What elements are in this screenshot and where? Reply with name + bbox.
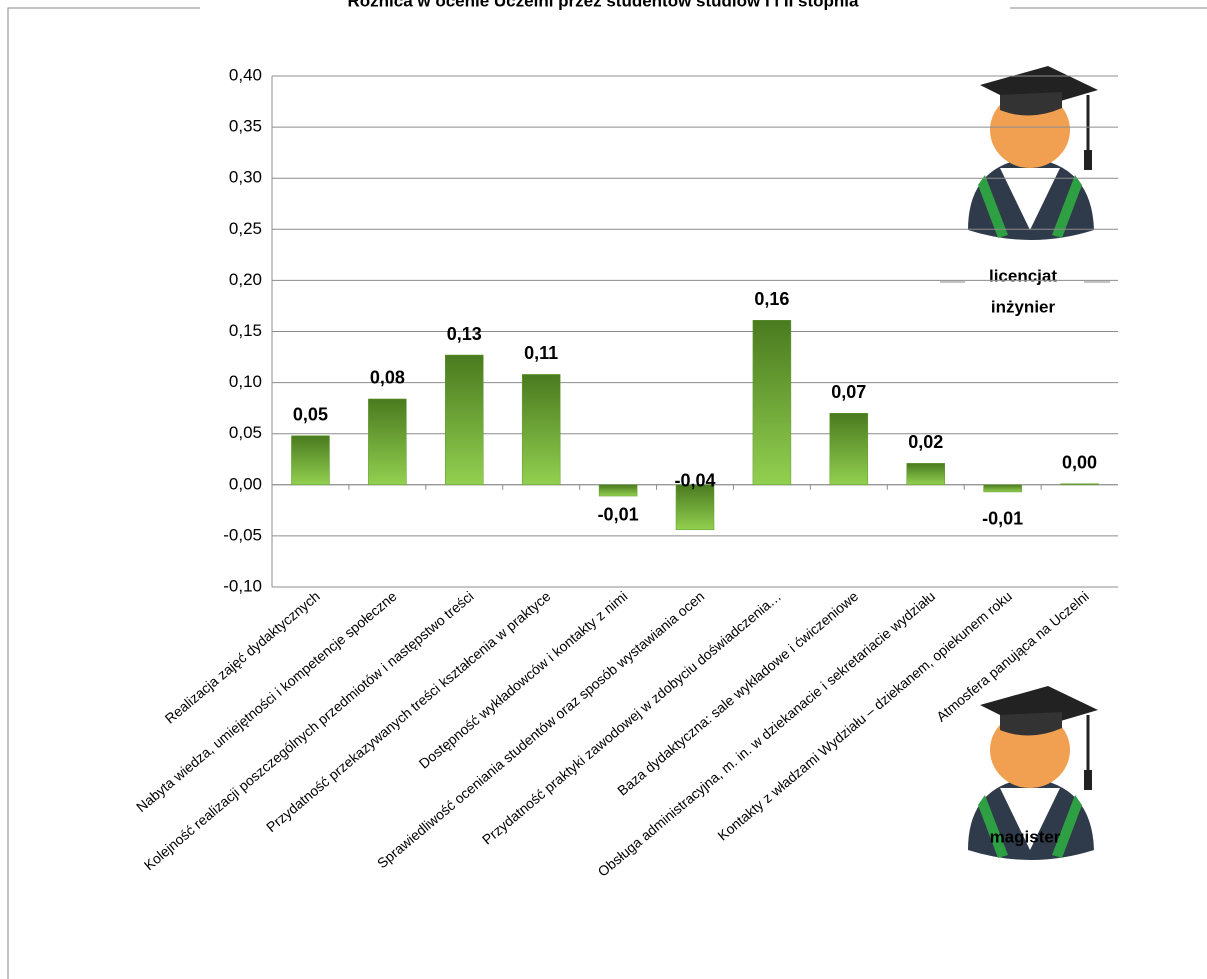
value-label: -0,01: [598, 504, 639, 524]
value-label: 0,13: [447, 324, 482, 344]
y-tick-label: 0,05: [229, 423, 262, 442]
value-label: -0,04: [674, 471, 715, 491]
value-label: 0,08: [370, 368, 405, 388]
value-label: 0,11: [524, 343, 558, 363]
x-tick-label: Kontakty z władzami Wydziału – dziekanem…: [714, 588, 1014, 844]
value-label: 0,05: [293, 404, 328, 424]
y-tick-label: 0,15: [229, 321, 262, 340]
value-label: 0,00: [1062, 453, 1097, 473]
bar: [829, 413, 869, 486]
chart-title: Różnica w ocenie Uczelni przez studentów…: [347, 0, 859, 10]
y-tick-label: -0,10: [223, 576, 262, 595]
bar: [598, 484, 638, 497]
y-tick-label: 0,20: [229, 270, 262, 289]
annotation: magister: [990, 827, 1061, 846]
bar: [983, 484, 1022, 493]
bar: [445, 354, 484, 486]
value-label: 0,02: [908, 432, 943, 452]
bar: [1060, 483, 1099, 486]
value-label: 0,07: [831, 382, 866, 402]
x-tick-label: Nabyta wiedza, umiejętności i kompetencj…: [133, 588, 400, 815]
y-tick-label: 0,40: [229, 65, 262, 84]
annotation: inżynier: [991, 297, 1056, 316]
y-tick-label: 0,25: [229, 219, 262, 238]
y-tick-label: 0,30: [229, 168, 262, 187]
icon-bachelor: [968, 66, 1098, 240]
x-tick-label: Realizacja zajęć dydaktycznych: [162, 588, 323, 727]
value-label: 0,16: [754, 289, 789, 309]
bar: [906, 463, 945, 486]
y-tick-label: -0,05: [223, 525, 262, 544]
bar: [521, 374, 561, 486]
title-backdrop: [200, 0, 1010, 14]
bar: [291, 435, 330, 486]
value-label: -0,01: [982, 508, 1023, 528]
y-tick-label: 0,00: [229, 474, 262, 493]
bar: [675, 484, 715, 531]
y-tick-label: 0,35: [229, 117, 262, 136]
x-tick-label: Przydatność przekazywanych treści kształ…: [263, 588, 554, 835]
icon-master: [968, 686, 1098, 860]
x-tick-label: Przydatność praktyki zawodowej w zdobyci…: [479, 588, 784, 848]
bar: [752, 320, 792, 486]
bar: [368, 398, 407, 486]
y-tick-label: 0,10: [229, 372, 262, 391]
annotation: licencjat: [989, 266, 1057, 285]
